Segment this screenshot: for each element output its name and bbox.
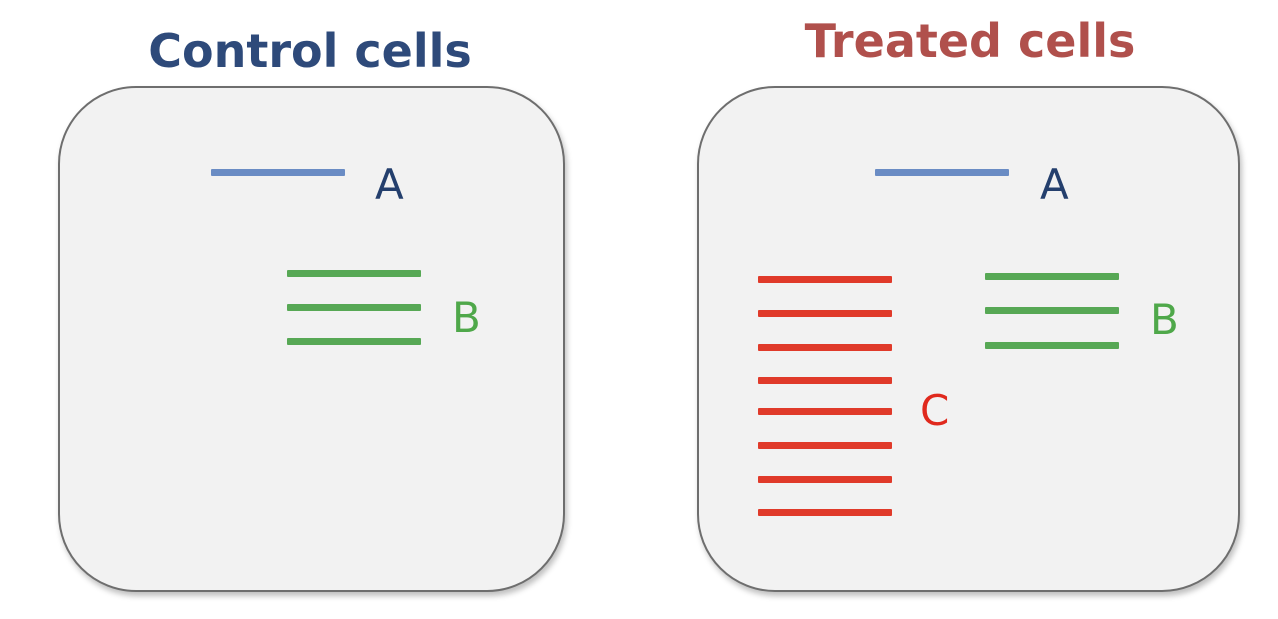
treated-band-b-1 bbox=[985, 273, 1119, 280]
control-label-a: A bbox=[375, 160, 404, 209]
treated-band-c-8 bbox=[758, 509, 892, 516]
control-band-b-2 bbox=[287, 304, 421, 311]
treated-label-a: A bbox=[1040, 160, 1069, 209]
treated-band-c-5 bbox=[758, 408, 892, 415]
treated-band-c-4 bbox=[758, 377, 892, 384]
control-label-b: B bbox=[452, 293, 481, 342]
control-band-b-1 bbox=[287, 270, 421, 277]
treated-band-c-1 bbox=[758, 276, 892, 283]
treated-cells-title: Treated cells bbox=[804, 14, 1136, 68]
treated-band-c-6 bbox=[758, 442, 892, 449]
treated-band-b-2 bbox=[985, 307, 1119, 314]
control-band-a bbox=[211, 169, 345, 176]
treated-band-b-3 bbox=[985, 342, 1119, 349]
treated-band-c-7 bbox=[758, 476, 892, 483]
treated-band-c-2 bbox=[758, 310, 892, 317]
treated-label-c: C bbox=[920, 386, 950, 435]
treated-label-b: B bbox=[1150, 295, 1179, 344]
control-band-b-3 bbox=[287, 338, 421, 345]
treated-band-c-3 bbox=[758, 344, 892, 351]
control-cells-title: Control cells bbox=[148, 24, 472, 78]
treated-band-a bbox=[875, 169, 1009, 176]
